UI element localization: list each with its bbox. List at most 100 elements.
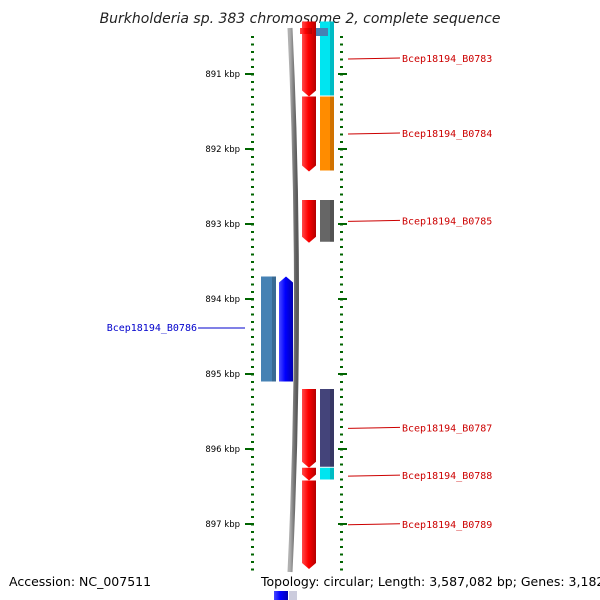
gene-label[interactable]: Bcep18194_B0783: [402, 54, 492, 65]
gene-label[interactable]: Bcep18194_B0788: [402, 471, 492, 482]
minor-tick: [340, 246, 343, 248]
gene-label-leader: [347, 57, 401, 60]
reverse-gene-arrow[interactable]: [302, 467, 316, 481]
map-title: Burkholderia sp. 383 chromosome 2, compl…: [100, 11, 501, 27]
reverse-gene-arrow[interactable]: [302, 200, 316, 243]
cds-feature-shade: [330, 467, 334, 480]
minor-tick: [251, 426, 254, 428]
minor-tick: [340, 493, 343, 496]
minor-tick: [251, 156, 254, 158]
gene-label[interactable]: Bcep18194_B0785: [402, 216, 492, 227]
kbp-tick-label: 897 kbp: [205, 520, 240, 530]
minor-tick: [251, 418, 254, 421]
minor-tick: [251, 538, 254, 541]
minor-tick: [340, 118, 343, 121]
minor-tick: [251, 456, 254, 458]
minor-tick: [340, 426, 343, 428]
cds-feature-shade: [330, 200, 334, 242]
minor-tick: [251, 111, 254, 113]
major-tick: [245, 373, 254, 375]
minor-tick: [251, 246, 254, 248]
cds-feature-block: [320, 200, 334, 242]
minor-tick: [251, 36, 254, 38]
minor-tick: [340, 486, 343, 488]
kbp-tick-label: 893 kbp: [205, 220, 240, 230]
gene-label[interactable]: Bcep18194_B0787: [402, 423, 492, 434]
minor-tick: [251, 66, 254, 68]
kbp-tick-label: 894 kbp: [205, 295, 240, 305]
minor-tick: [251, 328, 254, 331]
minor-tick: [340, 141, 343, 143]
minor-tick: [251, 178, 254, 181]
major-tick-right: [338, 298, 347, 300]
gene-label-leader: [347, 426, 401, 429]
major-tick: [245, 523, 254, 525]
gene-label-leader: [347, 474, 401, 477]
minor-tick: [251, 381, 254, 383]
minor-tick: [251, 306, 254, 308]
minor-tick: [340, 351, 343, 353]
minor-tick: [251, 186, 254, 188]
minor-tick: [340, 538, 343, 541]
minor-tick: [251, 201, 254, 203]
minor-tick: [251, 441, 254, 443]
reverse-gene-arrow[interactable]: [302, 21, 316, 97]
minor-tick: [251, 88, 254, 91]
minor-tick: [251, 501, 254, 503]
reverse-gene-arrow[interactable]: [302, 389, 316, 468]
minor-tick: [251, 553, 254, 556]
minor-tick: [251, 313, 254, 316]
partial-feature-top: [316, 28, 328, 36]
gene-bcep18194-b0784[interactable]: Bcep18194_B0784: [302, 96, 492, 172]
minor-tick: [251, 283, 254, 286]
minor-tick: [251, 531, 254, 533]
minor-tick: [251, 276, 254, 278]
minor-tick: [340, 156, 343, 158]
gene-bcep18194-b0788[interactable]: Bcep18194_B0788: [302, 467, 492, 482]
kbp-tick-label: 895 kbp: [205, 370, 240, 380]
gene-label[interactable]: Bcep18194_B0789: [402, 520, 492, 531]
minor-tick: [251, 471, 254, 473]
gene-bcep18194-b0785[interactable]: Bcep18194_B0785: [302, 200, 492, 243]
minor-tick: [251, 351, 254, 353]
gene-label[interactable]: Bcep18194_B0784: [402, 129, 492, 140]
minor-tick: [251, 546, 254, 548]
gene-label-leader: [347, 132, 401, 135]
minor-tick: [340, 126, 343, 128]
minor-tick: [340, 178, 343, 181]
minor-tick: [340, 561, 343, 563]
minor-tick: [340, 43, 343, 46]
gene-track: Bcep18194_B0783 Bcep18194_B0784 Bcep18194_…: [107, 21, 492, 570]
minor-tick: [251, 43, 254, 46]
minor-tick: [340, 381, 343, 383]
minor-tick: [251, 291, 254, 293]
major-tick-right: [338, 448, 347, 450]
minor-tick: [340, 531, 343, 533]
minor-tick: [251, 388, 254, 391]
minor-tick: [340, 238, 343, 241]
minor-tick: [340, 253, 343, 256]
partial-gene-top: [300, 28, 312, 34]
reverse-gene-arrow[interactable]: [302, 96, 316, 172]
gene-bcep18194-b0786[interactable]: Bcep18194_B0786: [107, 276, 293, 382]
minor-tick: [340, 171, 343, 173]
minor-tick: [340, 291, 343, 293]
gene-bcep18194-b0783[interactable]: Bcep18194_B0783: [302, 21, 492, 97]
gene-label[interactable]: Bcep18194_B0786: [107, 323, 197, 334]
minor-tick: [340, 418, 343, 421]
reverse-gene-arrow[interactable]: [302, 480, 316, 570]
minor-tick: [340, 366, 343, 368]
major-tick-right: [338, 523, 347, 525]
minor-tick: [251, 411, 254, 413]
gene-bcep18194-b0787[interactable]: Bcep18194_B0787: [302, 389, 492, 468]
partial-gene-bottom: [274, 591, 288, 600]
cds-feature-shade: [330, 389, 334, 467]
forward-gene-arrow[interactable]: [279, 276, 293, 382]
tick-dots-right: [340, 36, 343, 571]
minor-tick: [340, 103, 343, 106]
minor-tick: [340, 313, 343, 316]
gene-label-leader: [347, 523, 401, 526]
gene-bcep18194-b0789[interactable]: Bcep18194_B0789: [302, 480, 492, 570]
minor-tick: [251, 343, 254, 346]
chromosome-backbone: [287, 27, 299, 573]
